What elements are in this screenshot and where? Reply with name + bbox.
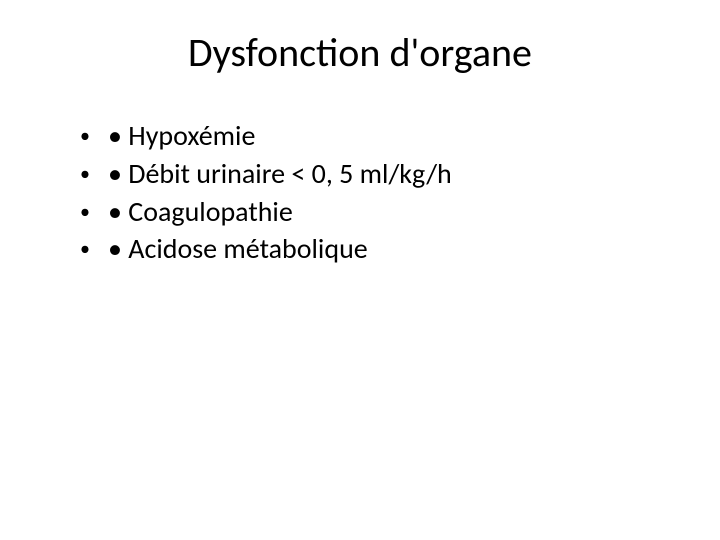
slide-title: Dysfonction d'organe bbox=[60, 28, 660, 77]
bullet-text: • Coagulopathie bbox=[108, 194, 293, 229]
bullet-text: • Débit urinaire < 0, 5 ml/kg/h bbox=[108, 156, 452, 191]
list-item: • Hypoxémie bbox=[80, 117, 660, 155]
list-item: • Acidose métabolique bbox=[80, 230, 660, 268]
bullet-list: • Hypoxémie • Débit urinaire < 0, 5 ml/k… bbox=[60, 117, 660, 268]
bullet-text: • Acidose métabolique bbox=[108, 231, 368, 266]
list-item: • Coagulopathie bbox=[80, 193, 660, 231]
slide-container: Dysfonction d'organe • Hypoxémie • Débit… bbox=[0, 0, 720, 540]
list-item: • Débit urinaire < 0, 5 ml/kg/h bbox=[80, 155, 660, 193]
bullet-text: • Hypoxémie bbox=[108, 118, 255, 153]
